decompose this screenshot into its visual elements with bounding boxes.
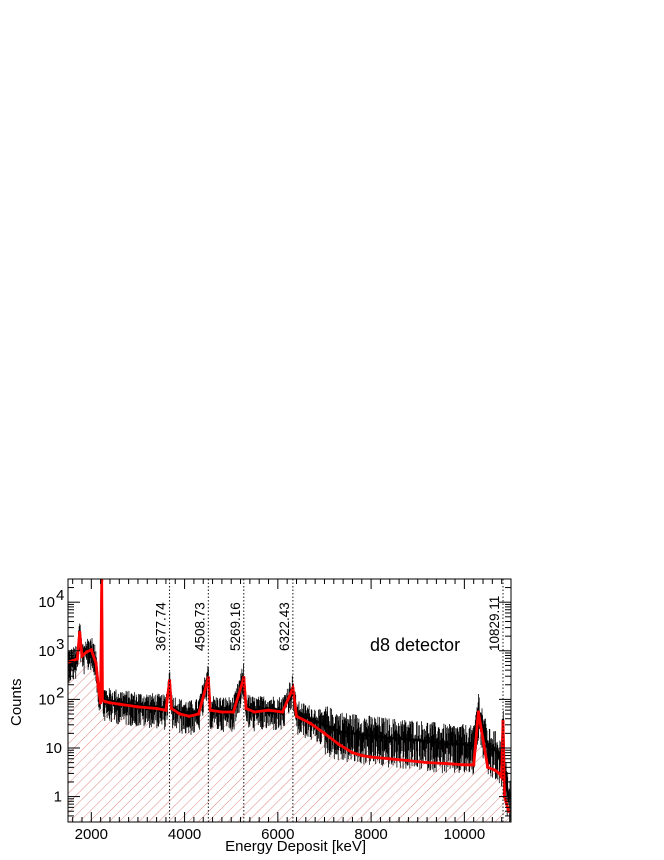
fit-point: [136, 705, 140, 709]
fit-point: [75, 657, 79, 661]
y-tick-exponent: 4: [56, 587, 64, 604]
x-axis: 2000 4000 6000 8000 10000: [72, 579, 512, 843]
peak-label: 4508.73: [192, 602, 207, 651]
peak-label: 3677.74: [154, 602, 169, 651]
y-tick-exponent: 3: [56, 636, 64, 653]
fit-point: [187, 714, 191, 718]
fit-point: [444, 761, 448, 766]
peak-label: 6322.43: [277, 602, 292, 651]
x-tick-label: 8000: [354, 826, 387, 843]
y-tick-label: 1: [54, 789, 62, 806]
fit-point: [266, 708, 271, 712]
x-tick-label: 4000: [168, 826, 201, 843]
fit-point: [108, 701, 112, 705]
peak-label: 5269.16: [228, 602, 243, 651]
fit-point: [94, 661, 98, 665]
y-tick-label: 10: [38, 691, 55, 708]
fit-point: [252, 710, 257, 714]
fit-point: [462, 763, 466, 767]
y-tick-label: 10: [45, 740, 62, 757]
x-tick-label: 10000: [444, 826, 486, 843]
fit-point: [388, 757, 392, 761]
fit-point: [476, 710, 480, 714]
fit-point: [493, 768, 497, 772]
fit-point: [360, 753, 364, 758]
fit-point: [169, 706, 174, 711]
fit-point: [294, 714, 299, 718]
fit-point: [231, 710, 236, 714]
fit-point: [78, 630, 82, 634]
fit-point: [99, 701, 103, 705]
fit-point: [89, 648, 93, 652]
fit-point: [336, 742, 341, 746]
plot-frame: [67, 578, 512, 823]
fit-point: [425, 761, 429, 765]
fit-point: [308, 721, 313, 726]
fit-point: [322, 731, 327, 736]
detector-annotation: d8 detector: [370, 635, 460, 655]
fit-point: [96, 685, 100, 689]
fit-point: [220, 710, 224, 714]
fit-point: [244, 706, 248, 711]
fit-point: [208, 708, 212, 712]
x-tick-label: 2000: [75, 826, 108, 843]
fit-point: [472, 763, 476, 767]
fit-point: [501, 719, 505, 724]
y-tick-exponent: 2: [56, 684, 64, 701]
peak-lines: 3677.74 4508.73 5269.16 6322.43 10829.11: [154, 579, 504, 822]
fit-point: [85, 650, 89, 654]
fit-point: [164, 708, 168, 712]
peak-label: 10829.11: [487, 596, 502, 651]
fit-point: [486, 765, 490, 769]
y-tick-label: 10: [38, 594, 55, 611]
x-axis-title: Energy Deposit [keV]: [225, 838, 366, 855]
fit-point: [369, 755, 373, 759]
fit-point: [178, 712, 182, 716]
fit-point: [117, 702, 121, 706]
fit-point: [155, 706, 159, 711]
x-tick-label: 6000: [261, 826, 294, 843]
fit-point: [103, 700, 107, 704]
fit-point: [100, 698, 105, 703]
fit-point: [350, 751, 355, 755]
fit-point: [197, 712, 201, 716]
fit-point: [500, 775, 504, 779]
fit-point: [406, 759, 410, 763]
fit-point: [280, 710, 285, 714]
fit-point: [497, 771, 501, 776]
y-tick-label: 10: [38, 643, 55, 660]
y-axis-title: Counts: [8, 678, 25, 726]
fit-point: [80, 654, 84, 658]
